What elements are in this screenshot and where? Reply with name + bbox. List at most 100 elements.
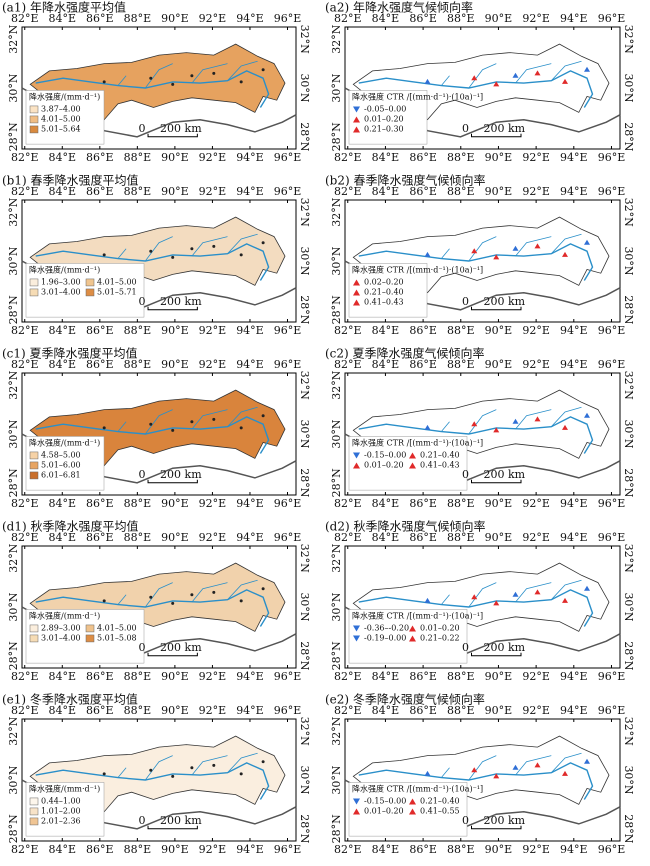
legend-label: 1.01–2.00 bbox=[41, 806, 81, 815]
x-tick-label: 92°E bbox=[199, 843, 227, 856]
tributary bbox=[468, 409, 497, 435]
legend-title: 降水强度/(mm·d⁻¹) bbox=[29, 437, 100, 447]
legend-swatch bbox=[85, 278, 95, 287]
station bbox=[212, 763, 216, 767]
y-tick-label: 30°N bbox=[7, 73, 20, 102]
x-tick-label: 92°E bbox=[199, 704, 227, 717]
legend-box bbox=[348, 263, 428, 318]
x-tick-label: 92°E bbox=[522, 151, 550, 164]
x-tick-label: 96°E bbox=[274, 358, 302, 371]
legend-label: 0.21–0.22 bbox=[420, 633, 460, 642]
x-tick-label: 96°E bbox=[274, 704, 302, 717]
legend-symbol bbox=[353, 279, 360, 286]
tributary bbox=[551, 579, 582, 600]
legend-label: 0.41–0.55 bbox=[420, 806, 460, 815]
tributary bbox=[117, 767, 127, 778]
x-tick-label: 92°E bbox=[199, 12, 227, 25]
station-marker bbox=[424, 251, 431, 257]
station bbox=[212, 417, 216, 421]
x-tick-label: 86°E bbox=[409, 12, 437, 25]
x-tick-label: 92°E bbox=[522, 531, 550, 544]
y-tick-label: 28°N bbox=[7, 295, 20, 324]
legend-label: 0.21–0.30 bbox=[364, 124, 404, 133]
legend-swatch bbox=[29, 115, 39, 124]
x-tick-label: 96°E bbox=[598, 843, 626, 856]
station-marker bbox=[424, 78, 431, 84]
x-tick-label: 86°E bbox=[86, 358, 114, 371]
x-tick-label: 86°E bbox=[86, 704, 114, 717]
station-marker bbox=[424, 770, 431, 776]
tributary bbox=[117, 594, 127, 605]
legend-label: 0.01–0.20 bbox=[364, 806, 404, 815]
panel-title: (e1) 冬季降水强度平均值 bbox=[2, 692, 138, 707]
station-marker bbox=[471, 594, 478, 600]
x-tick-label: 88°E bbox=[124, 531, 152, 544]
station-marker bbox=[493, 600, 500, 606]
x-tick-label: 96°E bbox=[274, 531, 302, 544]
scale-start: 0 bbox=[462, 814, 469, 827]
scale-bar bbox=[147, 306, 198, 311]
station bbox=[239, 80, 243, 84]
y-tick-label: 30°N bbox=[7, 592, 20, 621]
x-tick-label: 92°E bbox=[199, 358, 227, 371]
legend-label: 0.44–1.00 bbox=[41, 796, 81, 805]
legend-label: 2.01–2.36 bbox=[41, 816, 81, 825]
x-tick-label: 84°E bbox=[49, 704, 77, 717]
y-tick-label: 28°N bbox=[298, 814, 311, 843]
tributary bbox=[144, 63, 173, 89]
x-tick-label: 86°E bbox=[86, 185, 114, 198]
x-tick-label: 96°E bbox=[598, 670, 626, 683]
scale-start: 0 bbox=[462, 122, 469, 135]
legend-label: 0.21–0.40 bbox=[364, 287, 404, 296]
station bbox=[212, 244, 216, 248]
x-tick-label: 86°E bbox=[409, 497, 437, 510]
station-marker bbox=[471, 248, 478, 254]
legend-title: 降水强度 CTR /[(mm·d⁻¹)·(10a)⁻¹] bbox=[352, 91, 483, 101]
legend-symbol bbox=[353, 299, 360, 306]
y-tick-label: 30°N bbox=[330, 765, 343, 794]
legend-swatch bbox=[29, 451, 39, 460]
x-tick-label: 92°E bbox=[522, 497, 550, 510]
legend-swatch bbox=[85, 624, 95, 633]
x-tick-label: 86°E bbox=[86, 843, 114, 856]
x-tick-label: 86°E bbox=[86, 12, 114, 25]
panel-title: (c1) 夏季降水强度平均值 bbox=[2, 346, 138, 361]
y-tick-label: 32°N bbox=[622, 371, 635, 400]
legend-swatch bbox=[29, 797, 39, 806]
x-tick-label: 96°E bbox=[598, 324, 626, 337]
x-tick-label: 88°E bbox=[124, 12, 152, 25]
station bbox=[239, 599, 243, 603]
scale-end: 200 km bbox=[484, 468, 526, 481]
legend-label: 4.01–5.00 bbox=[41, 114, 81, 123]
legend-label: 0.41–0.43 bbox=[364, 297, 404, 306]
scale-bar bbox=[147, 479, 198, 484]
panel: (c1) 夏季降水强度平均值82°E82°E84°E84°E86°E86°E88… bbox=[2, 346, 311, 511]
legend-label: 1.96–3.00 bbox=[41, 277, 81, 286]
x-tick-label: 92°E bbox=[199, 531, 227, 544]
station-marker bbox=[584, 758, 590, 764]
x-tick-label: 88°E bbox=[447, 497, 475, 510]
station-marker bbox=[584, 239, 590, 245]
x-tick-label: 94°E bbox=[560, 497, 588, 510]
river bbox=[358, 416, 594, 454]
y-tick-label: 30°N bbox=[622, 419, 635, 448]
river bbox=[358, 762, 594, 800]
y-tick-label: 28°N bbox=[330, 814, 343, 843]
legend-label: 4.01–5.00 bbox=[97, 623, 137, 632]
legend-box bbox=[25, 436, 105, 491]
x-tick-label: 94°E bbox=[236, 358, 264, 371]
x-tick-label: 94°E bbox=[560, 12, 588, 25]
station bbox=[149, 249, 153, 253]
y-tick-label: 28°N bbox=[298, 641, 311, 670]
x-tick-label: 88°E bbox=[447, 185, 475, 198]
station-marker bbox=[534, 416, 541, 422]
y-tick-label: 30°N bbox=[330, 246, 343, 275]
x-tick-label: 84°E bbox=[49, 497, 77, 510]
x-tick-label: 82°E bbox=[11, 531, 39, 544]
legend-label: 4.58–5.00 bbox=[41, 450, 81, 459]
x-tick-label: 90°E bbox=[485, 497, 513, 510]
station bbox=[261, 68, 265, 72]
x-tick-label: 94°E bbox=[560, 358, 588, 371]
legend-label: -0.15–0.00 bbox=[364, 450, 406, 459]
x-tick-label: 94°E bbox=[236, 324, 264, 337]
